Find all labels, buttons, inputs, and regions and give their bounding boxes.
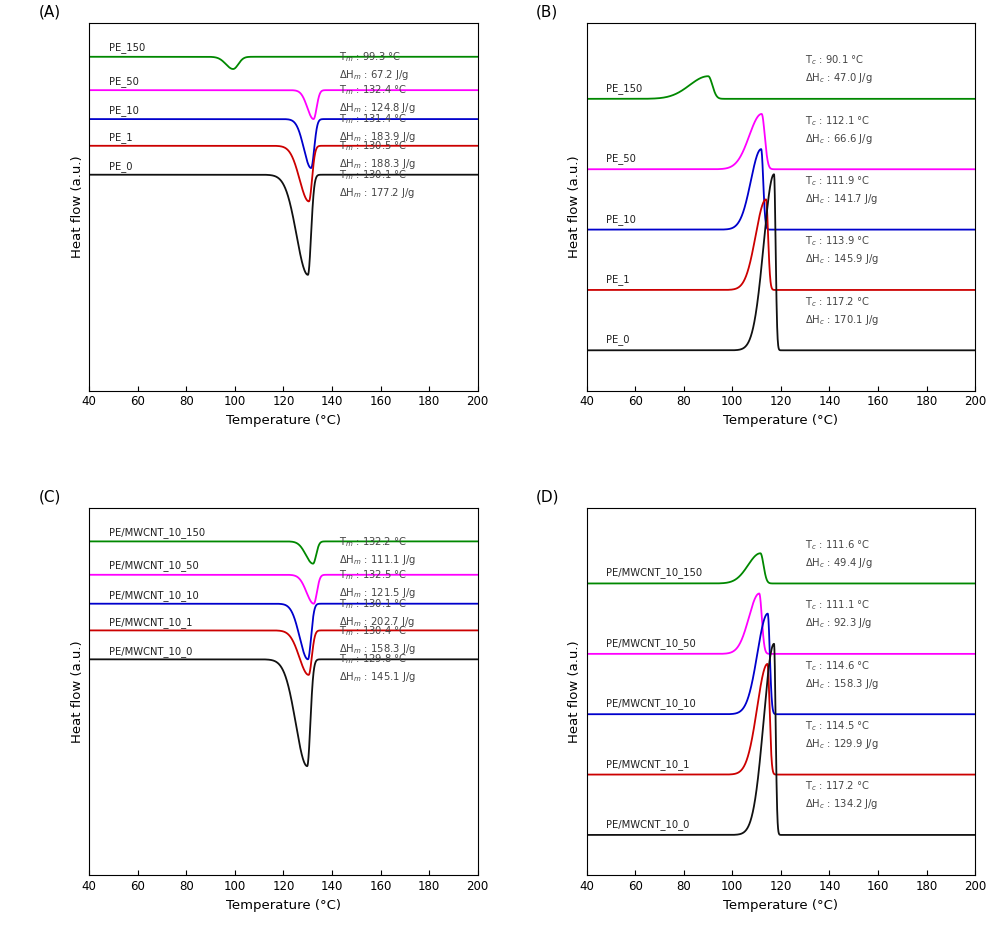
Text: T$_c$ : 111.9 °C
ΔH$_c$ : 141.7 J/g: T$_c$ : 111.9 °C ΔH$_c$ : 141.7 J/g: [805, 174, 878, 206]
Text: PE_150: PE_150: [109, 42, 145, 53]
Text: T$_m$ : 132.4 °C
ΔH$_m$ : 124.8 J/g: T$_m$ : 132.4 °C ΔH$_m$ : 124.8 J/g: [340, 83, 416, 115]
Text: T$_c$ : 117.2 °C
ΔH$_c$ : 170.1 J/g: T$_c$ : 117.2 °C ΔH$_c$ : 170.1 J/g: [805, 295, 879, 327]
Text: PE/MWCNT_10_0: PE/MWCNT_10_0: [109, 646, 192, 657]
Text: PE/MWCNT_10_50: PE/MWCNT_10_50: [606, 638, 696, 649]
Text: T$_c$ : 112.1 °C
ΔH$_c$ : 66.6 J/g: T$_c$ : 112.1 °C ΔH$_c$ : 66.6 J/g: [805, 114, 873, 146]
Text: (C): (C): [39, 490, 61, 505]
Y-axis label: Heat flow (a.u.): Heat flow (a.u.): [568, 155, 581, 258]
Text: T$_m$ : 130.1 °C
ΔH$_m$ : 202.7 J/g: T$_m$ : 130.1 °C ΔH$_m$ : 202.7 J/g: [340, 597, 416, 629]
Text: PE_150: PE_150: [606, 83, 643, 94]
Text: T$_m$ : 132.5 °C
ΔH$_m$ : 121.5 J/g: T$_m$ : 132.5 °C ΔH$_m$ : 121.5 J/g: [340, 568, 416, 600]
Text: T$_m$ : 130.4 °C
ΔH$_m$ : 158.3 J/g: T$_m$ : 130.4 °C ΔH$_m$ : 158.3 J/g: [340, 623, 416, 655]
Text: T$_c$ : 113.9 °C
ΔH$_c$ : 145.9 J/g: T$_c$ : 113.9 °C ΔH$_c$ : 145.9 J/g: [805, 235, 879, 267]
Text: PE_10: PE_10: [109, 106, 139, 116]
Text: PE/MWCNT_10_1: PE/MWCNT_10_1: [109, 617, 192, 628]
Text: PE/MWCNT_10_150: PE/MWCNT_10_150: [109, 527, 205, 538]
Y-axis label: Heat flow (a.u.): Heat flow (a.u.): [568, 640, 581, 743]
X-axis label: Temperature (°C): Temperature (°C): [226, 899, 341, 912]
Y-axis label: Heat flow (a.u.): Heat flow (a.u.): [70, 155, 83, 258]
Text: T$_c$ : 90.1 °C
ΔH$_c$ : 47.0 J/g: T$_c$ : 90.1 °C ΔH$_c$ : 47.0 J/g: [805, 53, 873, 85]
Text: (B): (B): [536, 5, 558, 20]
Text: T$_m$ : 130.1 °C
ΔH$_m$ : 177.2 J/g: T$_m$ : 130.1 °C ΔH$_m$ : 177.2 J/g: [340, 168, 416, 199]
Text: PE_50: PE_50: [109, 76, 139, 87]
Text: T$_m$ : 129.8 °C
ΔH$_m$ : 145.1 J/g: T$_m$ : 129.8 °C ΔH$_m$ : 145.1 J/g: [340, 652, 416, 684]
Y-axis label: Heat flow (a.u.): Heat flow (a.u.): [70, 640, 83, 743]
X-axis label: Temperature (°C): Temperature (°C): [724, 414, 839, 427]
Text: T$_c$ : 111.6 °C
ΔH$_c$ : 49.4 J/g: T$_c$ : 111.6 °C ΔH$_c$ : 49.4 J/g: [805, 538, 873, 570]
X-axis label: Temperature (°C): Temperature (°C): [226, 414, 341, 427]
Text: T$_c$ : 117.2 °C
ΔH$_c$ : 134.2 J/g: T$_c$ : 117.2 °C ΔH$_c$ : 134.2 J/g: [805, 780, 878, 812]
Text: T$_m$ : 130.5 °C
ΔH$_m$ : 188.3 J/g: T$_m$ : 130.5 °C ΔH$_m$ : 188.3 J/g: [340, 139, 416, 171]
Text: PE_50: PE_50: [606, 154, 636, 164]
Text: PE/MWCNT_10_150: PE/MWCNT_10_150: [606, 567, 702, 578]
Text: T$_c$ : 114.6 °C
ΔH$_c$ : 158.3 J/g: T$_c$ : 114.6 °C ΔH$_c$ : 158.3 J/g: [805, 659, 879, 691]
Text: PE/MWCNT_10_10: PE/MWCNT_10_10: [606, 698, 696, 709]
Text: T$_m$ : 132.2 °C
ΔH$_m$ : 111.1 J/g: T$_m$ : 132.2 °C ΔH$_m$ : 111.1 J/g: [340, 534, 416, 566]
Text: PE/MWCNT_10_50: PE/MWCNT_10_50: [109, 561, 198, 572]
Text: PE/MWCNT_10_10: PE/MWCNT_10_10: [109, 590, 198, 601]
Text: T$_m$ : 99.3 °C
ΔH$_m$ : 67.2 J/g: T$_m$ : 99.3 °C ΔH$_m$ : 67.2 J/g: [340, 51, 409, 82]
Text: PE_0: PE_0: [606, 334, 630, 345]
Text: (A): (A): [39, 5, 60, 20]
Text: PE_1: PE_1: [109, 132, 132, 143]
Text: PE_0: PE_0: [109, 161, 132, 172]
Text: PE_10: PE_10: [606, 213, 636, 225]
Text: PE/MWCNT_10_0: PE/MWCNT_10_0: [606, 819, 689, 830]
Text: T$_c$ : 111.1 °C
ΔH$_c$ : 92.3 J/g: T$_c$ : 111.1 °C ΔH$_c$ : 92.3 J/g: [805, 598, 872, 630]
Text: PE/MWCNT_10_1: PE/MWCNT_10_1: [606, 759, 689, 769]
Text: (D): (D): [536, 490, 559, 505]
Text: PE_1: PE_1: [606, 274, 630, 285]
X-axis label: Temperature (°C): Temperature (°C): [724, 899, 839, 912]
Text: T$_c$ : 114.5 °C
ΔH$_c$ : 129.9 J/g: T$_c$ : 114.5 °C ΔH$_c$ : 129.9 J/g: [805, 719, 879, 751]
Text: T$_m$ : 131.4 °C
ΔH$_m$ : 183.9 J/g: T$_m$ : 131.4 °C ΔH$_m$ : 183.9 J/g: [340, 112, 416, 144]
